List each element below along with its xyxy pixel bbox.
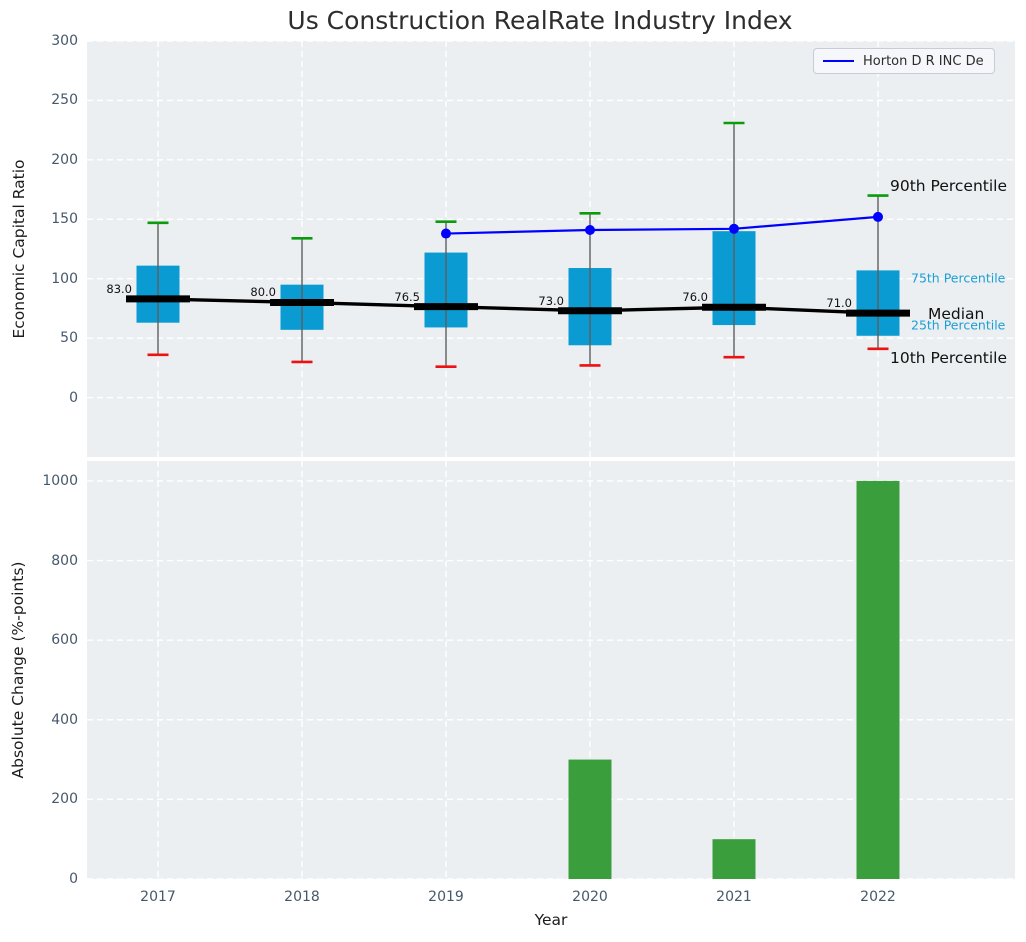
x-axis-label: Year [534, 911, 568, 929]
top-y-tick-150: 150 [51, 211, 78, 228]
series-point-2020 [585, 224, 595, 235]
bottom-y-tick-400: 400 [51, 711, 78, 728]
median-value-label-2022: 71.0 [826, 296, 852, 311]
median-value-label-2021: 76.0 [682, 290, 708, 305]
series-line [445, 215, 879, 235]
chart-title: Us Construction RealRate Industry Index [287, 6, 793, 35]
annotation-90th-percentile: 90th Percentile [890, 177, 1008, 195]
median-value-label-2020: 73.0 [538, 293, 564, 308]
bar-2022 [856, 480, 900, 879]
x-tick-2017: 2017 [140, 889, 176, 905]
annotation-75th-percentile: 75th Percentile [911, 270, 1006, 286]
top-y-tick-0: 0 [69, 389, 78, 406]
annotation-25th-percentile: 25th Percentile [911, 317, 1006, 333]
top-y-tick-300: 300 [51, 33, 78, 49]
x-tick-2021: 2021 [716, 889, 752, 905]
median-value-label-2019: 76.5 [394, 289, 420, 304]
top-y-tick-250: 250 [51, 92, 78, 109]
x-tick-2019: 2019 [428, 889, 464, 905]
bottom-y-axis-label: Absolute Change (%-points) [9, 561, 27, 779]
bar-2020 [568, 759, 612, 879]
top-y-tick-100: 100 [51, 270, 78, 287]
annotation-10th-percentile: 10th Percentile [890, 349, 1008, 368]
legend: Horton D R INC De [813, 48, 995, 74]
top-y-tick-200: 200 [51, 151, 78, 168]
series-point-2021 [729, 223, 739, 234]
bottom-y-tick-1000: 1000 [42, 472, 78, 489]
series-point-2022 [873, 211, 883, 222]
x-tick-2018: 2018 [284, 889, 320, 905]
bottom-y-tick-0: 0 [69, 871, 78, 887]
top-y-axis-label: Economic Capital Ratio [10, 159, 28, 339]
x-tick-2022: 2022 [860, 889, 896, 905]
bottom-y-tick-200: 200 [51, 791, 78, 808]
bottom-y-tick-600: 600 [51, 632, 78, 649]
top-y-tick-50: 50 [60, 330, 78, 347]
series-point-2019 [441, 228, 451, 239]
legend-label: Horton D R INC De [863, 53, 984, 69]
median-value-label-2017: 83.0 [106, 281, 132, 296]
legend-line-sample-icon [823, 60, 854, 62]
bottom-y-tick-800: 800 [51, 552, 78, 569]
median-value-label-2018: 80.0 [250, 285, 276, 300]
x-tick-2020: 2020 [572, 889, 608, 905]
top-plot-area [87, 41, 1015, 457]
annotation-median: Median [928, 305, 985, 324]
bar-2021 [712, 839, 756, 879]
